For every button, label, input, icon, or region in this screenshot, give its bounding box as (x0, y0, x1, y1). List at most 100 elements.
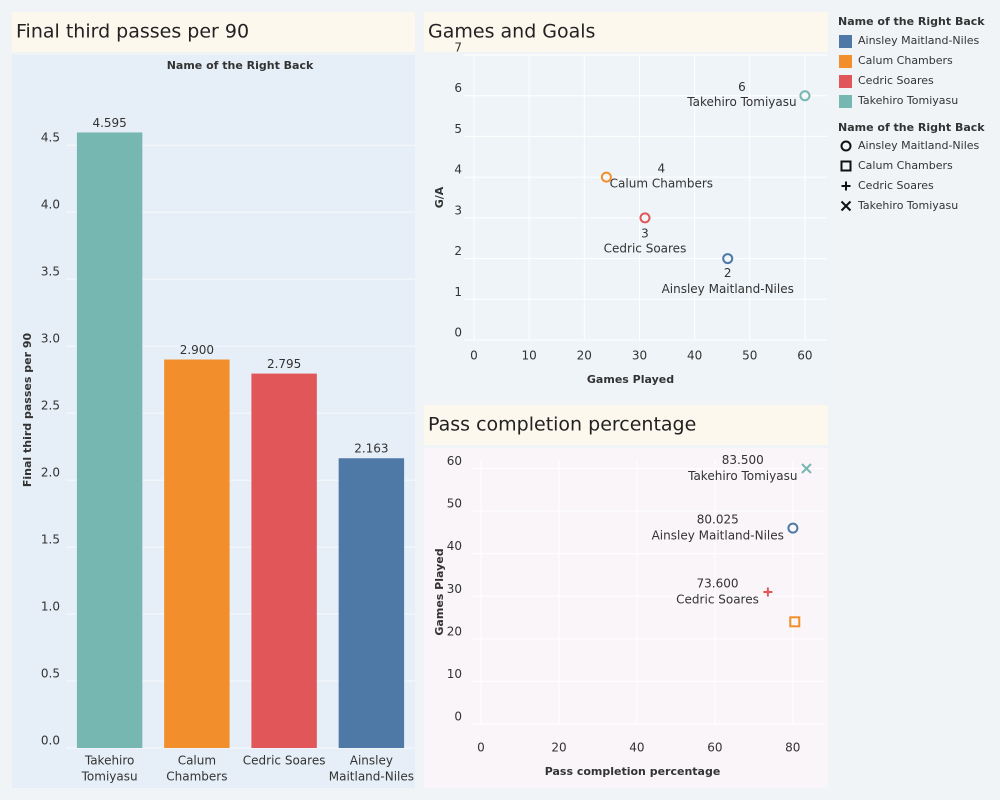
legend-label: Takehiro Tomiyasu (857, 94, 958, 107)
chart-title: Final third passes per 90 (16, 21, 249, 43)
x-tick-label: 0 (470, 349, 478, 363)
plot-bg (424, 55, 828, 395)
plot-bg (424, 448, 828, 788)
y-tick-label: 0.5 (41, 667, 60, 681)
legend-shape (840, 140, 852, 152)
point (722, 253, 734, 265)
x-tick-label: 10 (522, 349, 537, 363)
point (789, 616, 801, 628)
legend-label: Calum Chambers (858, 54, 953, 67)
title-bar (424, 405, 828, 445)
x-tick-label: 50 (742, 349, 757, 363)
point-label: Ainsley Maitland-Niles (652, 529, 784, 543)
bar (76, 132, 143, 749)
x-tick-label: Tomiyasu (81, 770, 138, 784)
header: Name of the Right Back (167, 59, 314, 72)
y-tick-label: 4.5 (41, 131, 60, 145)
y-axis-label: Final third passes per 90 (21, 333, 34, 488)
x-tick-label: Maitland-Niles (329, 770, 414, 784)
y-tick-label: 4.0 (41, 198, 60, 212)
y-tick-label: 4 (454, 163, 462, 177)
legend-label: Ainsley Maitland-Niles (858, 139, 980, 152)
data-label: 2.900 (180, 343, 214, 357)
point (801, 463, 812, 474)
y-tick-label: 0 (454, 710, 462, 724)
data-label: 2 (724, 266, 732, 280)
point-label: Calum Chambers (610, 177, 713, 191)
y-tick-label: 5 (454, 122, 462, 136)
chart-title: Games and Goals (428, 21, 595, 43)
point-label: Takehiro Tomiyasu (686, 95, 796, 109)
chart-title: Pass completion percentage (428, 414, 696, 436)
y-tick-label: 60 (447, 454, 462, 468)
legend-label: Cedric Soares (858, 179, 934, 192)
y-axis-label: Games Played (433, 548, 446, 635)
y-tick-label: 1.0 (41, 600, 60, 614)
y-tick-label: 20 (447, 624, 462, 638)
legend-shape (840, 160, 852, 172)
y-tick-label: 3.5 (41, 265, 60, 279)
legend-swatch (839, 35, 852, 48)
point-label: Takehiro Tomiyasu (687, 469, 797, 483)
x-tick-label: Cedric Soares (243, 754, 326, 768)
y-tick-label: 2.0 (41, 466, 60, 480)
data-label: 3 (641, 226, 649, 240)
x-tick-label: 0 (477, 741, 485, 755)
y-tick-label: 1.5 (41, 533, 60, 547)
point (600, 171, 612, 183)
legend-shape (840, 200, 852, 212)
x-tick-label: 20 (577, 349, 592, 363)
y-tick-label: 6 (454, 81, 462, 95)
legend-title: Name of the Right Back (838, 15, 985, 28)
x-axis-label: Pass completion percentage (545, 765, 721, 778)
point-label: Ainsley Maitland-Niles (662, 282, 794, 296)
bar (338, 458, 405, 748)
data-label: 80.025 (697, 513, 739, 527)
legend-label: Cedric Soares (858, 74, 934, 87)
legend-swatch (839, 95, 852, 108)
legend-label: Calum Chambers (858, 159, 953, 172)
y-tick-label: 3.0 (41, 332, 60, 346)
data-label: 83.500 (722, 453, 764, 467)
y-tick-label: 3 (454, 203, 462, 217)
y-tick-label: 1 (454, 285, 462, 299)
legend-title: Name of the Right Back (838, 121, 985, 134)
data-label: 2.163 (354, 442, 388, 456)
y-tick-label: 30 (447, 582, 462, 596)
x-tick-label: Chambers (166, 770, 227, 784)
bar (164, 359, 230, 748)
point-label: Cedric Soares (604, 241, 687, 255)
x-tick-label: 40 (629, 741, 644, 755)
bar (251, 373, 317, 748)
y-tick-label: 0.0 (41, 734, 60, 748)
x-tick-label: 30 (632, 349, 647, 363)
x-tick-label: Calum (178, 754, 216, 768)
data-label: 2.795 (267, 357, 301, 371)
x-tick-label: 60 (797, 349, 812, 363)
legend-swatch (839, 75, 852, 88)
x-tick-label: Ainsley (350, 754, 393, 768)
y-tick-label: 0 (454, 326, 462, 340)
legend-label: Ainsley Maitland-Niles (858, 34, 980, 47)
data-label: 4.595 (92, 116, 126, 130)
point (787, 522, 799, 534)
x-tick-label: Takehiro (84, 754, 135, 768)
y-tick-label: 50 (447, 497, 462, 511)
x-tick-label: 20 (551, 741, 566, 755)
x-tick-label: 80 (785, 741, 800, 755)
legend-label: Takehiro Tomiyasu (857, 199, 958, 212)
x-tick-label: 40 (687, 349, 702, 363)
y-tick-label: 40 (447, 539, 462, 553)
legend-shape (841, 181, 851, 191)
x-tick-label: 60 (707, 741, 722, 755)
data-label: 73.600 (697, 577, 739, 591)
y-tick-label: 2 (454, 244, 462, 258)
point (639, 212, 651, 224)
y-axis-label: G/A (433, 186, 446, 208)
y-tick-label: 7 (454, 41, 462, 55)
point (763, 587, 773, 597)
y-tick-label: 10 (447, 667, 462, 681)
title-bar (12, 12, 415, 52)
